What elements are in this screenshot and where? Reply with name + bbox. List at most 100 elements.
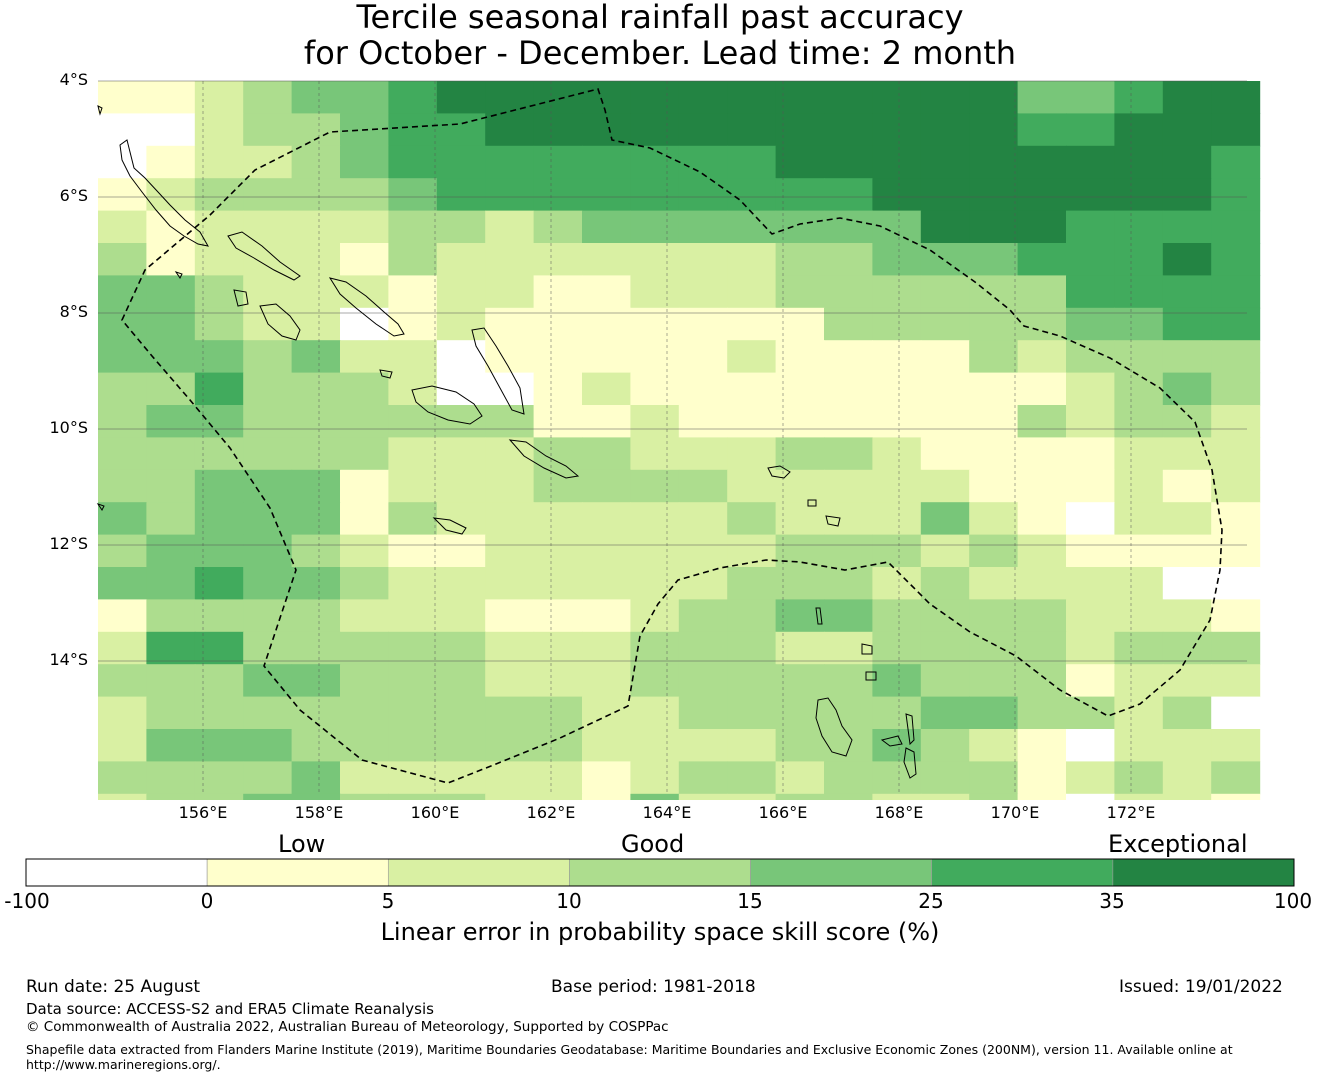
colorbar-segment xyxy=(25,858,208,887)
grid-cell xyxy=(98,307,147,341)
grid-cell xyxy=(775,178,825,212)
grid-cell xyxy=(485,469,535,503)
grid-cell xyxy=(872,469,922,503)
grid-cell xyxy=(630,210,680,244)
grid-cell xyxy=(872,81,922,114)
grid-cell xyxy=(582,275,631,309)
grid-cell xyxy=(1162,243,1212,276)
grid-cell xyxy=(243,729,293,762)
grid-cell xyxy=(775,113,825,147)
grid-cell xyxy=(388,761,438,795)
base-period: Base period: 1981-2018 xyxy=(551,977,756,997)
grid-cell xyxy=(1162,275,1212,309)
grid-cell xyxy=(388,631,438,665)
grid-cell xyxy=(1017,307,1067,341)
grid-cell xyxy=(920,599,970,633)
grid-cell xyxy=(920,81,970,114)
grid-cell xyxy=(340,210,389,244)
grid-cell xyxy=(630,761,680,795)
grid-cell xyxy=(824,145,873,179)
chart-title-line2: for October - December. Lead time: 2 mon… xyxy=(303,34,1017,72)
colorbar-category-exceptional: Exceptional xyxy=(1108,830,1248,858)
grid-cell xyxy=(485,599,535,633)
grid-cell xyxy=(630,81,680,114)
grid-cell xyxy=(533,502,583,536)
island-small-d xyxy=(174,271,183,279)
grid-cell xyxy=(436,567,486,600)
grid-cell xyxy=(872,145,922,179)
grid-cell xyxy=(872,405,922,438)
grid-cell xyxy=(727,502,777,536)
shapefile-credit-line1: Shapefile data extracted from Flanders M… xyxy=(26,1042,1233,1057)
grid-cell xyxy=(194,81,244,114)
grid-cell xyxy=(1017,372,1067,406)
grid-cell xyxy=(824,243,873,276)
grid-cell xyxy=(969,340,1019,374)
grid-cell xyxy=(582,437,631,471)
grid-cell xyxy=(340,664,389,698)
grid-cell xyxy=(727,664,777,698)
grid-cell xyxy=(1211,502,1261,536)
grid-cell xyxy=(920,761,970,795)
grid-cell xyxy=(969,729,1019,762)
grid-cell xyxy=(678,599,728,633)
grid-cell xyxy=(872,307,922,341)
grid-cell xyxy=(727,81,777,114)
grid-cell xyxy=(872,631,922,665)
grid-cell xyxy=(678,631,728,665)
grid-cell xyxy=(291,599,341,633)
grid-cell xyxy=(436,469,486,503)
grid-cell xyxy=(485,275,535,309)
colorbar-tick: 25 xyxy=(918,889,944,913)
grid-cell xyxy=(194,761,244,795)
grid-cell xyxy=(1114,631,1164,665)
grid-cell xyxy=(243,793,293,800)
grid-cell xyxy=(872,502,922,536)
grid-cell xyxy=(1066,534,1115,568)
grid-cell xyxy=(775,210,825,244)
grid-cell xyxy=(485,113,535,147)
grid-cell xyxy=(1211,243,1261,276)
grid-cell xyxy=(1017,696,1067,730)
grid-cell xyxy=(1114,81,1164,114)
grid-cell xyxy=(533,729,583,762)
grid-cell xyxy=(146,696,196,730)
grid-cell xyxy=(194,534,244,568)
grid-cell xyxy=(340,729,389,762)
grid-cell xyxy=(775,307,825,341)
grid-cell xyxy=(775,81,825,114)
grid-cell xyxy=(582,210,631,244)
grid-cell xyxy=(98,631,147,665)
grid-cell xyxy=(243,761,293,795)
grid-cell xyxy=(1114,145,1164,179)
colorbar-tick: 0 xyxy=(200,889,214,913)
graticule xyxy=(98,80,1247,794)
grid-cell xyxy=(1211,761,1261,795)
grid-cell xyxy=(1017,178,1067,212)
grid-cell xyxy=(920,405,970,438)
grid-cell xyxy=(1211,793,1261,800)
grid-cell xyxy=(824,340,873,374)
grid-cell xyxy=(1066,437,1115,471)
grid-cell xyxy=(243,340,293,374)
grid-cell xyxy=(340,243,389,276)
grid-cell xyxy=(969,145,1019,179)
grid-cell xyxy=(243,567,293,600)
grid-cell xyxy=(1114,696,1164,730)
grid-cell xyxy=(485,210,535,244)
grid-cell xyxy=(291,664,341,698)
grid-cell xyxy=(1066,307,1115,341)
grid-cell xyxy=(388,210,438,244)
grid-cell xyxy=(291,210,341,244)
island-espiritu-santo xyxy=(815,697,853,757)
grid-cell xyxy=(920,696,970,730)
grid-cell xyxy=(340,502,389,536)
grid-cell xyxy=(340,469,389,503)
grid-cell xyxy=(920,210,970,244)
grid-cell xyxy=(582,502,631,536)
grid-cell xyxy=(727,145,777,179)
grid-cell xyxy=(969,599,1019,633)
grid-cell xyxy=(436,81,486,114)
grid-cell xyxy=(969,243,1019,276)
grid-cell xyxy=(146,81,196,114)
